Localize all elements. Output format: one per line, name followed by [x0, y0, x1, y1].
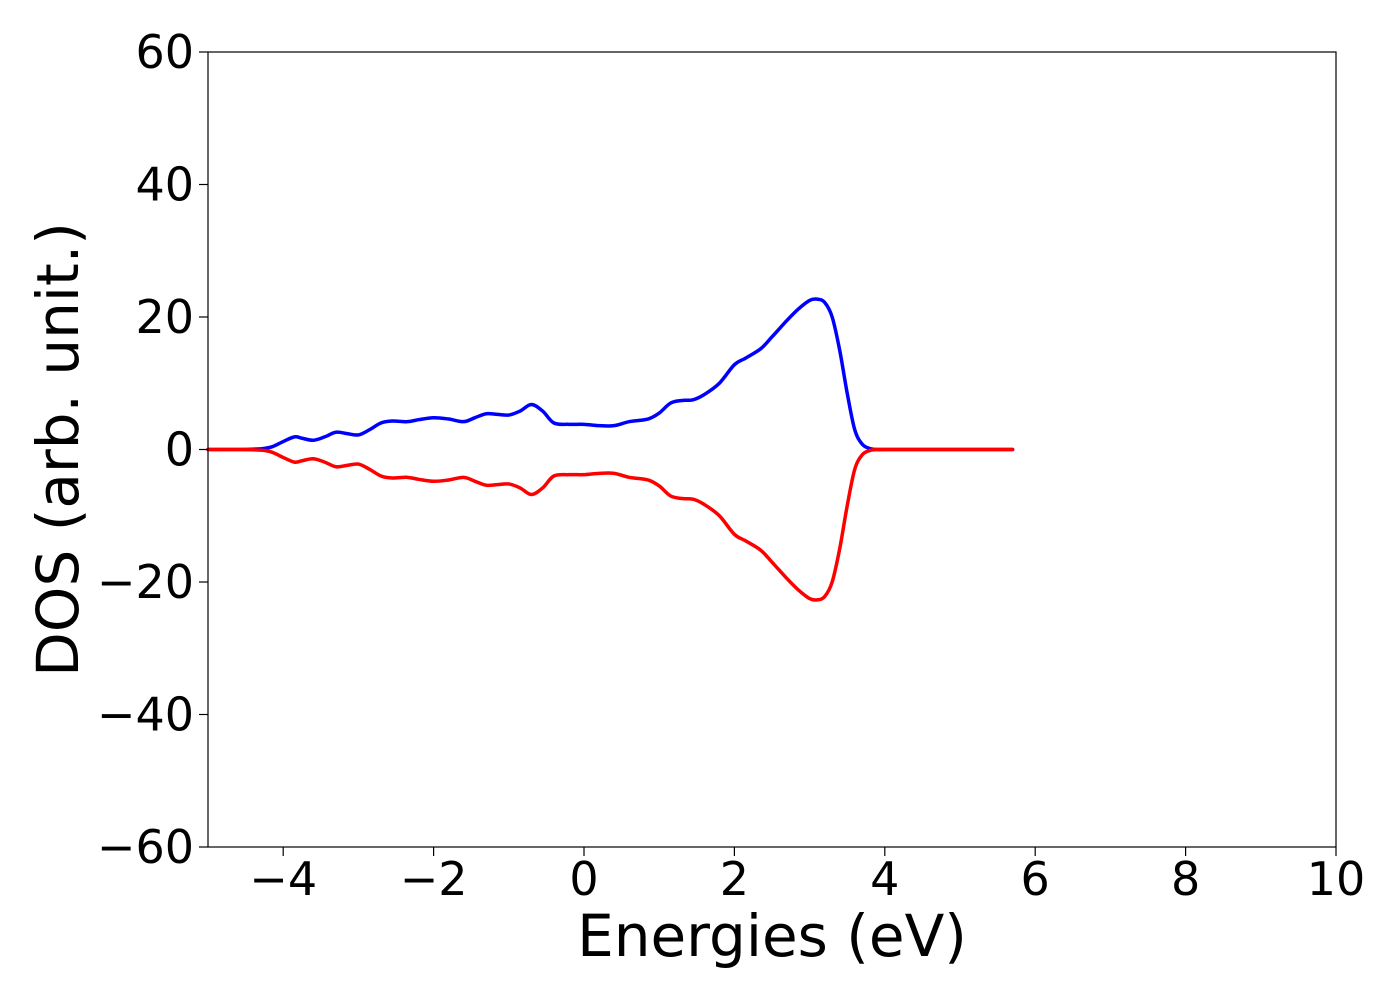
series-line-blue	[206, 297, 1015, 452]
y-tick-label: 60	[135, 25, 194, 79]
x-axis-label: Energies (eV)	[577, 902, 967, 970]
y-tick-label: 40	[135, 158, 194, 212]
x-tick-label: 6	[1021, 852, 1050, 906]
series-layer	[206, 297, 1015, 602]
x-tick-label: −4	[249, 852, 317, 906]
y-axis-label: DOS (arb. unit.)	[24, 222, 92, 677]
series-line-red	[206, 447, 1015, 602]
plot-frame	[207, 51, 1337, 848]
x-tick-label: 2	[720, 852, 749, 906]
y-tick-label: 20	[135, 290, 194, 344]
x-tick-label: 10	[1307, 852, 1366, 906]
y-tick-label: −20	[97, 555, 194, 609]
x-tick-label: −2	[400, 852, 468, 906]
y-tick-label: 0	[165, 423, 194, 477]
y-tick-label: −60	[97, 820, 194, 874]
x-tick-label: 8	[1171, 852, 1200, 906]
y-tick-label: −40	[97, 688, 194, 742]
y-axis-ticks: −60 −40 −20 0 20 40 60	[97, 25, 208, 874]
x-tick-label: 0	[569, 852, 598, 906]
x-tick-label: 4	[870, 852, 899, 906]
x-axis-ticks: −4 −2 0 2 4 6 8 10	[249, 847, 1365, 906]
